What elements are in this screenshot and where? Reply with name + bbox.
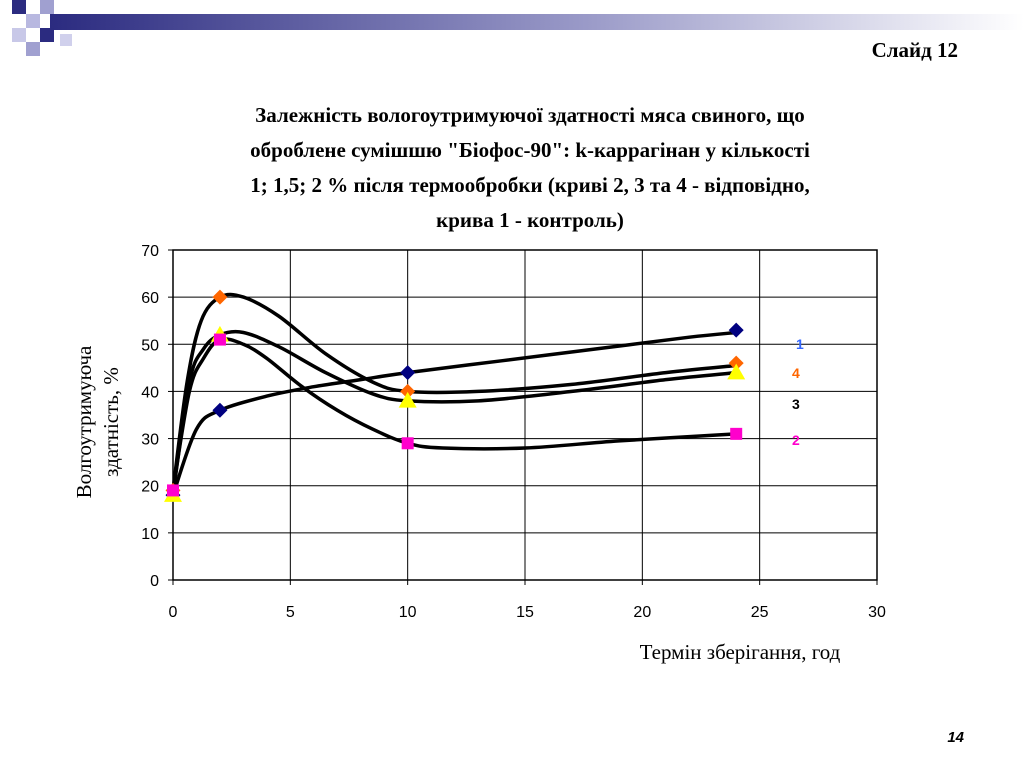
series-4-point — [400, 383, 416, 399]
x-tick-label: 30 — [868, 604, 886, 621]
series-3-point — [727, 363, 746, 380]
series-4-line — [171, 292, 738, 493]
x-tick-label: 15 — [516, 604, 534, 621]
y-tick-label: 20 — [141, 479, 159, 496]
y-axis-label: Волгоутримуюча здатність, % — [71, 346, 125, 499]
y-axis-label-line: Волгоутримуюча — [72, 345, 96, 499]
y-tick-label: 30 — [141, 432, 159, 449]
curve-4-tag: 4 — [792, 365, 800, 381]
y-axis-label-line: здатність, % — [99, 367, 123, 477]
title-line: оброблене сумішшю "Біофос-90": k-каррагі… — [250, 138, 810, 162]
y-tick-label: 40 — [141, 384, 159, 401]
series-2-point — [401, 437, 414, 450]
header-decoration — [12, 0, 1024, 56]
x-tick-label: 0 — [169, 604, 178, 621]
slide-label: Слайд 12 — [871, 38, 958, 62]
page-number: 14 — [947, 729, 964, 746]
x-tick-label: 25 — [751, 604, 769, 621]
series-4-point — [212, 289, 228, 305]
series-1-point — [212, 402, 228, 418]
curve-2-tag: 2 — [792, 432, 800, 448]
series-2-line — [171, 337, 738, 493]
series-2-point — [730, 427, 743, 440]
series-2-point — [167, 484, 179, 497]
y-tick-label: 0 — [150, 573, 159, 590]
series-4-point — [728, 355, 744, 371]
curve-3-tag: 3 — [792, 396, 800, 412]
curve-1-tag: 1 — [796, 336, 804, 352]
series-2-point — [213, 333, 226, 346]
series-1-line — [171, 330, 738, 497]
x-tick-label: 10 — [399, 604, 417, 621]
x-tick-label: 20 — [633, 604, 651, 621]
y-tick-label: 50 — [141, 337, 159, 354]
x-axis-label: Термін зберігання, год — [639, 640, 841, 664]
title-line: 1; 1,5; 2 % після термообробки (криві 2,… — [250, 173, 810, 197]
y-tick-label: 70 — [141, 243, 159, 260]
title-line: крива 1 - контроль) — [436, 208, 624, 232]
x-tick-label: 5 — [286, 604, 295, 621]
series-3-point — [398, 391, 417, 408]
y-tick-label: 10 — [141, 526, 159, 543]
series-1-point — [400, 365, 416, 381]
chart-title: Залежність вологоутримуючої здатності мя… — [150, 98, 910, 238]
series-1-point — [728, 322, 744, 338]
title-line: Залежність вологоутримуючої здатності мя… — [255, 103, 805, 127]
y-tick-label: 60 — [141, 290, 159, 307]
series-3-line — [171, 329, 738, 497]
